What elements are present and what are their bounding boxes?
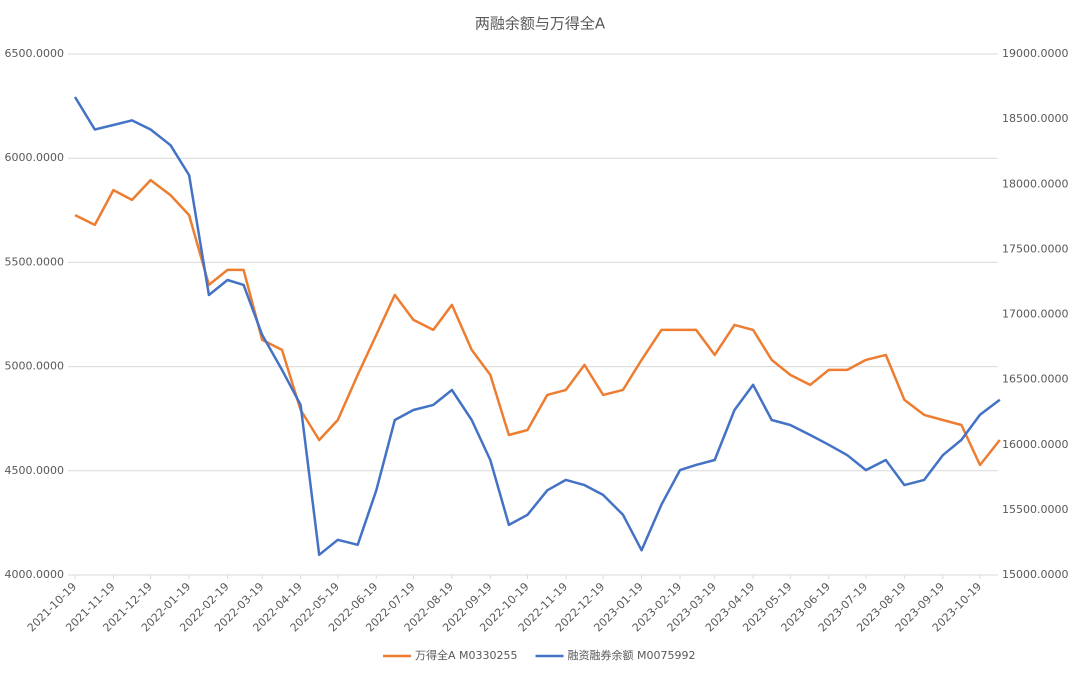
y-tick-label: 6000.0000 [5,151,65,164]
legend-label: 万得全A M0330255 [415,648,518,662]
y2-tick-label: 17500.0000 [1002,242,1068,255]
y-tick-label: 6500.0000 [5,47,65,60]
y-tick-label: 4500.0000 [5,464,65,477]
chart-title: 两融余额与万得全A [475,15,606,33]
y-tick-label: 5500.0000 [5,255,65,268]
series-line [73,96,1001,557]
y2-tick-label: 18500.0000 [1002,112,1068,125]
y-tick-label: 5000.0000 [5,360,65,373]
y-tick-label: 4000.0000 [5,568,65,581]
y2-tick-label: 19000.0000 [1002,47,1068,60]
y2-tick-label: 16500.0000 [1002,373,1068,386]
y2-tick-label: 15500.0000 [1002,503,1068,516]
y2-tick-label: 18000.0000 [1002,177,1068,190]
y2-tick-label: 17000.0000 [1002,308,1068,321]
y2-tick-label: 15000.0000 [1002,568,1068,581]
y2-tick-label: 16000.0000 [1002,438,1068,451]
series-line [74,178,1001,467]
legend-label: 融资融券余额 M0075992 [568,648,696,662]
